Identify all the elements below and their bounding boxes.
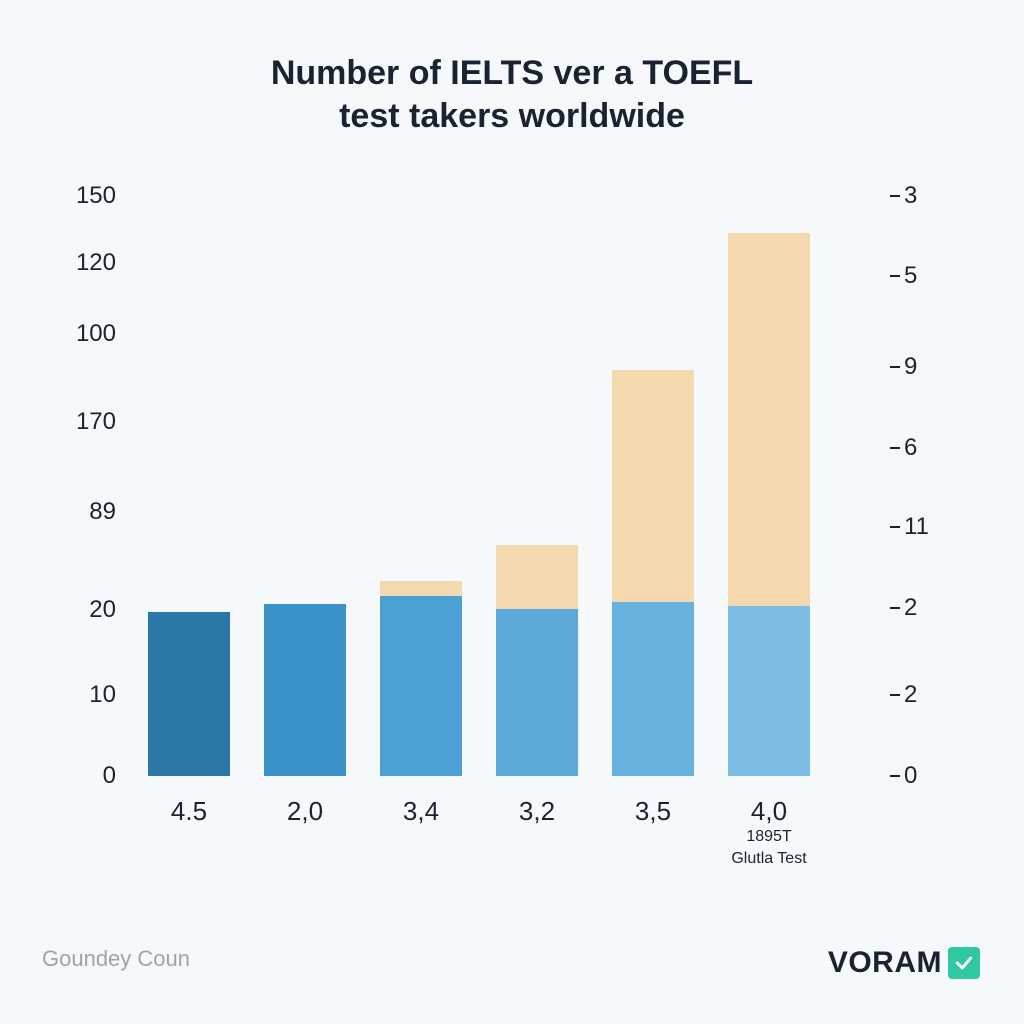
chart-plot-area: 15012010017089201003596112204.52,03,43,2… xyxy=(130,196,890,776)
bar-segment-secondary xyxy=(380,581,462,596)
bar-group xyxy=(380,196,462,776)
y-left-tick: 170 xyxy=(76,408,130,436)
bar-segment-primary xyxy=(148,612,230,776)
y-left-tick: 120 xyxy=(76,249,130,277)
y-left-tick: 10 xyxy=(89,681,130,709)
y-left-tick: 100 xyxy=(76,320,130,348)
y-left-tick: 20 xyxy=(89,596,130,624)
bar-group xyxy=(264,196,346,776)
y-right-tick-mark xyxy=(890,366,900,368)
x-sublabel: Glutla Test xyxy=(731,850,806,868)
bar-group xyxy=(148,196,230,776)
y-right-tick-mark xyxy=(890,607,900,609)
x-tick: 3,2 xyxy=(519,776,555,827)
chart-title: Number of IELTS ver a TOEFL test takers … xyxy=(0,52,1024,137)
bar-group xyxy=(612,196,694,776)
y-left-tick: 89 xyxy=(89,498,130,526)
bar-segment-primary xyxy=(728,606,810,776)
bar-group xyxy=(728,196,810,776)
bar-group xyxy=(496,196,578,776)
y-right-tick-mark xyxy=(890,447,900,449)
brand-text: VORAM xyxy=(828,946,942,980)
x-sublabel: 1895T xyxy=(746,828,791,846)
y-right-tick-mark xyxy=(890,775,900,777)
x-tick: 4.5 xyxy=(171,776,207,827)
bar-segment-primary xyxy=(496,609,578,776)
x-tick: 2,0 xyxy=(287,776,323,827)
bar-segment-secondary xyxy=(496,545,578,609)
x-tick: 3,4 xyxy=(403,776,439,827)
brand: VORAM xyxy=(828,946,980,980)
brand-check-icon xyxy=(948,947,980,979)
footer-source: Goundey Coun xyxy=(42,946,190,972)
bar-segment-secondary xyxy=(612,370,694,602)
bar-segment-primary xyxy=(264,604,346,776)
y-right-tick-mark xyxy=(890,275,900,277)
chart-title-line1: Number of IELTS ver a TOEFL xyxy=(0,52,1024,95)
y-left-tick: 150 xyxy=(76,182,130,210)
x-tick: 3,5 xyxy=(635,776,671,827)
x-tick: 4,0 xyxy=(751,776,787,827)
y-right-tick-mark xyxy=(890,526,900,528)
chart-title-line2: test takers worldwide xyxy=(0,95,1024,138)
bar-segment-primary xyxy=(380,596,462,776)
y-right-tick-mark xyxy=(890,195,900,197)
y-left-tick: 0 xyxy=(103,762,130,790)
bar-segment-secondary xyxy=(728,233,810,606)
bar-segment-primary xyxy=(612,602,694,776)
y-right-tick-mark xyxy=(890,694,900,696)
